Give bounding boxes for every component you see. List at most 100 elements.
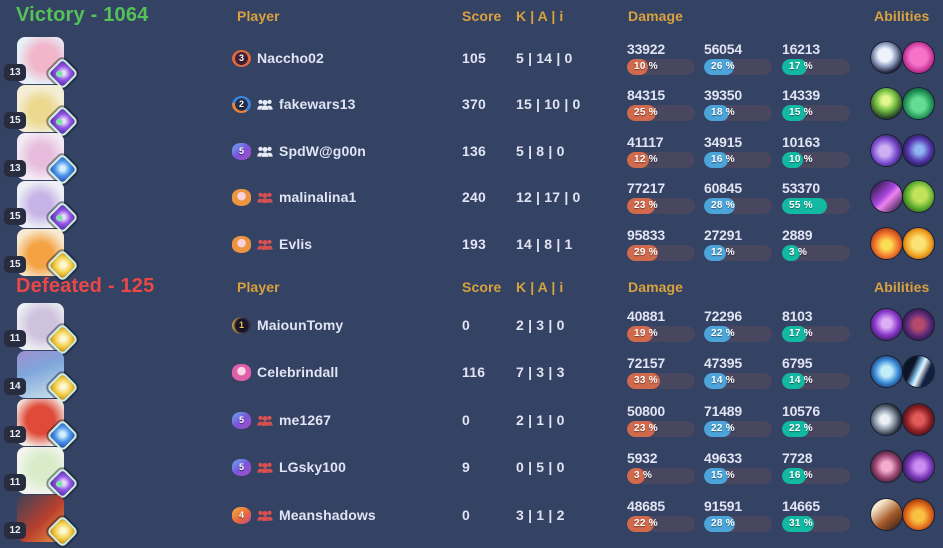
player-name[interactable]: SpdW@g00n <box>279 143 366 159</box>
damage-bar: 22 % <box>782 421 850 437</box>
damage-value: 84315 <box>627 87 665 103</box>
damage-value: 27291 <box>704 227 742 243</box>
player-row[interactable]: malinalina1 240 12 | 17 | 0 77217 23 % 6… <box>0 174 943 220</box>
damage-dealt-cell: 72157 33 % <box>627 355 695 389</box>
damage-value: 39350 <box>704 87 742 103</box>
player-identity: 5 LGsky100 <box>232 444 346 490</box>
damage-value: 10576 <box>782 403 820 419</box>
damage-value: 8103 <box>782 308 813 324</box>
damage-percent: 15 % <box>789 107 813 118</box>
level-badge: 15 <box>4 256 26 273</box>
green-pokemon-portrait: 11 <box>4 447 79 500</box>
healing-cell: 8103 17 % <box>782 308 850 342</box>
damage-bar: 19 % <box>627 326 695 342</box>
damage-percent: 28 % <box>711 518 735 529</box>
leafeon-portrait: 15 <box>4 85 79 138</box>
kai-value: 5 | 14 | 0 <box>516 50 573 66</box>
player-name[interactable]: fakewars13 <box>279 96 356 112</box>
damage-value: 53370 <box>782 180 820 196</box>
suicune-portrait: 14 <box>4 351 79 404</box>
damage-percent: 26 % <box>711 61 735 72</box>
kai-value: 7 | 3 | 3 <box>516 364 565 380</box>
damage-dealt-cell: 5932 3 % <box>627 450 695 484</box>
damage-percent: 10 % <box>634 61 658 72</box>
healing-cell: 6795 14 % <box>782 355 850 389</box>
delphox-portrait: 15 <box>4 229 79 282</box>
red-slash-ability-icon <box>903 404 934 435</box>
abilities-cell <box>871 228 934 259</box>
damage-bar: 14 % <box>782 373 850 389</box>
player-identity: malinalina1 <box>232 174 356 220</box>
player-name[interactable]: Celebrindall <box>257 364 339 380</box>
abilities-cell <box>871 42 934 73</box>
column-header-player: Player <box>237 8 280 24</box>
level-badge: 11 <box>4 474 26 491</box>
damage-bar: 15 % <box>704 468 772 484</box>
rank-badge-icon: 4 <box>232 506 251 524</box>
player-row[interactable]: 3 Naccho02 105 5 | 14 | 0 33922 10 % 560… <box>0 35 943 81</box>
blue-star-ability-icon <box>903 135 934 166</box>
player-name[interactable]: Meanshadows <box>279 507 376 523</box>
kai-value: 14 | 8 | 1 <box>516 236 573 252</box>
player-row[interactable]: 5 me1267 0 2 | 1 | 0 50800 23 % 71489 22… <box>0 397 943 443</box>
damage-percent: 16 % <box>789 470 813 481</box>
player-name[interactable]: Evlis <box>279 236 313 252</box>
damage-bar: 26 % <box>704 59 772 75</box>
player-row[interactable]: 4 Meanshadows 0 3 | 1 | 2 48685 22 % 915… <box>0 492 943 538</box>
damage-bar: 22 % <box>704 326 772 342</box>
player-row[interactable]: 5 SpdW@g00n 136 5 | 8 | 0 41117 12 % 349… <box>0 128 943 174</box>
abilities-cell <box>871 499 934 530</box>
player-row[interactable]: Evlis 193 14 | 8 | 1 95833 29 % 27291 12… <box>0 221 943 267</box>
player-name[interactable]: me1267 <box>279 412 331 428</box>
score-value: 240 <box>462 189 486 205</box>
damage-percent: 31 % <box>789 518 813 529</box>
damage-value: 72296 <box>704 308 742 324</box>
mewtwo-portrait: 11 <box>4 303 79 356</box>
column-header-damage: Damage <box>628 8 684 24</box>
party-group-icon <box>257 192 273 203</box>
player-name[interactable]: malinalina1 <box>279 189 357 205</box>
damage-value: 60845 <box>704 180 742 196</box>
damage-bar: 16 % <box>704 152 772 168</box>
rank-badge-icon <box>232 235 251 253</box>
player-row[interactable]: 1 MaiounTomy 0 2 | 3 | 0 40881 19 % 7229… <box>0 302 943 348</box>
player-name[interactable]: LGsky100 <box>279 459 346 475</box>
damage-bar: 22 % <box>627 516 695 532</box>
level-badge: 12 <box>4 522 26 539</box>
party-group-icon <box>257 146 273 157</box>
score-value: 105 <box>462 50 486 66</box>
party-group-icon <box>257 510 273 521</box>
abilities-cell <box>871 135 934 166</box>
damage-bar: 3 % <box>782 245 850 261</box>
healing-cell: 7728 16 % <box>782 450 850 484</box>
white-spray-ability-icon <box>871 404 902 435</box>
damage-taken-cell: 60845 28 % <box>704 180 772 214</box>
blue-beam-ability-icon <box>903 356 934 387</box>
cream-wing-ability-icon <box>871 499 902 530</box>
rank-badge-icon <box>232 188 251 206</box>
damage-dealt-cell: 40881 19 % <box>627 308 695 342</box>
damage-value: 14339 <box>782 87 820 103</box>
player-row[interactable]: Celebrindall 116 7 | 3 | 3 72157 33 % 47… <box>0 349 943 395</box>
player-name[interactable]: MaiounTomy <box>257 317 344 333</box>
damage-percent: 3 % <box>789 247 808 258</box>
damage-taken-cell: 72296 22 % <box>704 308 772 342</box>
green-flash-ability-icon <box>871 88 902 119</box>
player-row[interactable]: 2 fakewars13 370 15 | 10 | 0 84315 25 % … <box>0 81 943 127</box>
column-header-kai: K | A | i <box>516 8 564 24</box>
damage-bar: 10 % <box>782 152 850 168</box>
score-value: 370 <box>462 96 486 112</box>
damage-dealt-cell: 50800 23 % <box>627 403 695 437</box>
rank-badge-icon: 3 <box>232 49 251 67</box>
kai-value: 0 | 5 | 0 <box>516 459 565 475</box>
healing-cell: 14339 15 % <box>782 87 850 121</box>
rank-badge-icon: 5 <box>232 458 251 476</box>
damage-value: 72157 <box>627 355 665 371</box>
player-name[interactable]: Naccho02 <box>257 50 324 66</box>
kai-value: 2 | 1 | 0 <box>516 412 565 428</box>
player-row[interactable]: 5 LGsky100 9 0 | 5 | 0 5932 3 % 49633 15… <box>0 444 943 490</box>
damage-taken-cell: 91591 28 % <box>704 498 772 532</box>
level-badge: 13 <box>4 64 26 81</box>
player-identity: 2 fakewars13 <box>232 81 356 127</box>
level-badge: 13 <box>4 160 26 177</box>
